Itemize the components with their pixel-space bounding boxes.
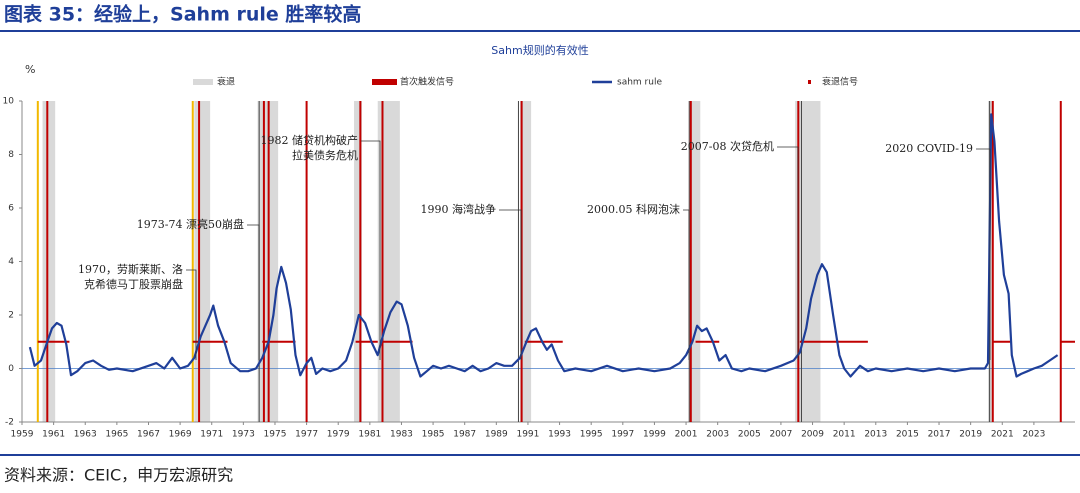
legend-label: sahm rule [617,78,662,88]
recession-band [689,101,701,422]
y-axis-label: % [25,63,35,76]
x-tick-label: 1993 [548,430,571,440]
recession-band [377,101,400,422]
x-tick-label: 1967 [137,430,160,440]
annotation: 1982 储贷机构破产 [261,133,359,147]
x-tick-label: 2015 [896,430,919,440]
legend-swatch [372,79,397,85]
recession-band [988,101,993,422]
x-tick-label: 1973 [232,430,255,440]
x-tick-label: 1999 [643,430,666,440]
x-tick-label: 1975 [264,430,287,440]
y-tick-label: 4 [8,257,14,267]
sahm-line [28,113,1059,378]
x-tick-label: 2019 [959,430,982,440]
x-tick-label: 1995 [580,430,603,440]
y-tick-label: 6 [8,204,14,214]
x-tick-label: 1971 [200,430,223,440]
x-tick-label: 1987 [453,430,476,440]
x-tick-label: 2009 [801,430,824,440]
legend-label: 衰退信号 [822,76,858,88]
annotation: 1970，劳斯莱斯、洛 [78,262,183,276]
recession-band [520,101,532,422]
y-tick-label: 2 [8,311,14,321]
x-tick-label: 2013 [864,430,887,440]
x-tick-label: 1961 [42,430,65,440]
annotation: 2000.05 科网泡沫 [587,202,680,216]
legend-swatch [808,80,811,84]
annotation: 2020 COVID-19 [885,142,973,155]
x-tick-label: 1981 [358,430,381,440]
annotation: 1973-74 漂亮50崩盘 [137,217,244,231]
annotation-leader [499,209,522,360]
x-tick-label: 2017 [928,430,951,440]
x-tick-label: 1989 [485,430,508,440]
legend-swatch [193,79,213,85]
x-tick-label: 1997 [611,430,634,440]
x-tick-label: 2021 [991,430,1014,440]
annotation: 2007-08 次贷危机 [681,139,774,153]
annotation-leader [247,224,260,360]
recession-band [354,101,362,422]
y-tick-label: 8 [8,150,14,160]
legend-label: 衰退 [217,76,235,88]
x-tick-label: 1979 [327,430,350,440]
annotation: 克希德马丁股票崩盘 [84,277,183,291]
x-tick-label: 1959 [11,430,34,440]
y-tick-label: 0 [8,364,14,374]
x-tick-label: 1983 [390,430,413,440]
annotation-leader [976,148,991,360]
x-tick-label: 2007 [769,430,792,440]
x-tick-label: 2023 [1022,430,1045,440]
annotation: 拉美债务危机 [292,148,358,162]
chart-title: Sahm规则的有效性 [491,43,588,57]
x-tick-label: 2001 [675,430,698,440]
annotation: 1990 海湾战争 [421,202,497,216]
page-title: 图表 35：经验上，Sahm rule 胜率较高 [4,3,361,26]
x-tick-label: 2011 [833,430,856,440]
x-tick-label: 1991 [516,430,539,440]
annotation-leader [777,146,799,360]
annotation-leader [186,269,197,360]
recession-band [42,101,56,422]
x-tick-label: 2003 [706,430,729,440]
annotation-leader [361,140,381,360]
x-tick-label: 2005 [738,430,761,440]
y-tick-label: 10 [3,97,15,107]
source: 资料来源：CEIC，申万宏源研究 [4,466,233,485]
x-tick-label: 1965 [105,430,128,440]
recession-band [194,101,211,422]
legend-label: 首次触发信号 [400,76,454,88]
x-tick-label: 1977 [295,430,318,440]
x-tick-label: 1963 [74,430,97,440]
y-tick-label: -2 [5,418,14,428]
x-tick-label: 1969 [169,430,192,440]
annotation-leader [683,209,690,360]
x-tick-label: 1985 [422,430,445,440]
